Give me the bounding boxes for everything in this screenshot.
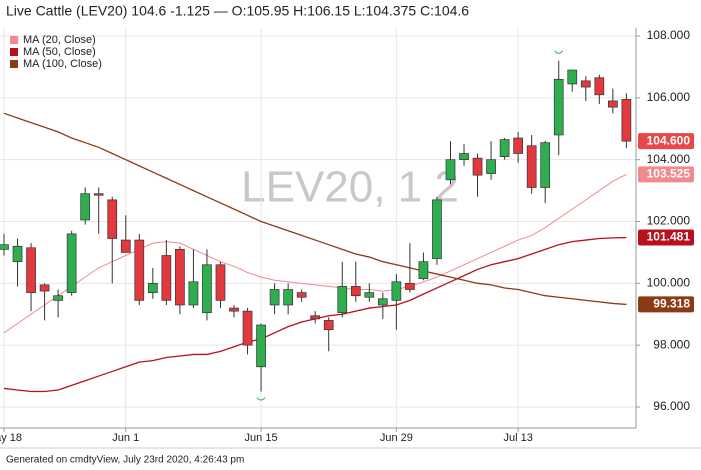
low-marker	[256, 397, 266, 401]
candle-body	[621, 99, 632, 142]
candle-body	[147, 282, 158, 293]
candle-body	[445, 159, 456, 181]
candle-body	[553, 78, 564, 136]
y-tick-label: 106.000	[647, 90, 691, 104]
candle-body	[323, 320, 334, 331]
chart-title: Live Cattle (LEV20) 104.6 -1.125 — O:105…	[6, 3, 469, 19]
y-tick-label: 102.000	[647, 214, 691, 228]
candle-body	[175, 248, 185, 306]
candle-body	[188, 281, 199, 306]
candle-body	[391, 281, 402, 301]
plot-area: LEV20, 1 2	[0, 28, 636, 428]
candle-body	[567, 69, 578, 85]
x-tick-label: Jun 15	[245, 432, 278, 444]
price-label: 103.525	[647, 167, 691, 181]
candle-body	[594, 77, 605, 96]
legend-swatch	[10, 60, 18, 68]
watermark: LEV20, 1 2	[241, 163, 459, 212]
candle-body	[120, 239, 131, 253]
price-label-box	[638, 133, 694, 150]
candle-body	[283, 289, 293, 306]
candle-body	[161, 255, 172, 301]
candle-body	[432, 199, 442, 259]
price-label-box	[638, 166, 694, 183]
y-tick-label: 98.000	[653, 337, 690, 351]
y-tick-label: 108.000	[647, 28, 691, 42]
candle-body	[499, 139, 510, 157]
candle-body	[350, 286, 361, 297]
candle-body	[12, 245, 23, 263]
legend-label: MA (50, Close)	[23, 46, 96, 58]
candle-body	[66, 233, 77, 293]
candle-body	[0, 244, 9, 250]
candle-body	[459, 153, 469, 161]
high-marker	[554, 50, 564, 54]
x-tick-label: Jun 29	[380, 432, 413, 444]
candle-body	[377, 298, 388, 306]
candle-body	[364, 292, 375, 298]
legend-label: MA (20, Close)	[23, 34, 96, 46]
ma-line	[3, 173, 627, 334]
candle-body	[134, 239, 145, 301]
price-label: 101.481	[647, 230, 691, 244]
candle-body	[486, 159, 496, 174]
price-label: 99.318	[653, 297, 690, 311]
legend-swatch	[10, 48, 18, 56]
candle-body	[256, 324, 266, 368]
candle-body	[269, 289, 280, 306]
candle-body	[39, 284, 50, 292]
candle-body	[418, 261, 429, 280]
y-tick-label: 100.000	[647, 276, 691, 290]
candle-body	[580, 80, 591, 88]
candle-body	[242, 310, 253, 346]
candle-body	[405, 282, 415, 290]
candle-body	[337, 286, 348, 314]
ma-line	[3, 112, 627, 306]
price-label-box	[638, 229, 694, 246]
candle-body	[215, 264, 226, 301]
price-label: 104.600	[647, 133, 691, 147]
candle-body	[80, 193, 91, 221]
price-label-box	[638, 296, 694, 313]
x-tick-label: May 18	[0, 432, 22, 444]
candle-body	[53, 295, 63, 301]
candle-body	[107, 199, 118, 239]
candle-body	[296, 292, 307, 298]
legend-label: MA (100, Close)	[23, 58, 102, 70]
candle-body	[513, 137, 523, 154]
candle-body	[202, 264, 212, 314]
candle-body	[472, 157, 483, 176]
y-tick-label: 96.000	[653, 399, 690, 413]
candle-body	[229, 307, 239, 312]
candle-body	[310, 315, 321, 320]
x-tick-label: Jul 13	[503, 432, 532, 444]
candle-body	[26, 247, 36, 293]
candle-body	[526, 145, 537, 188]
y-tick-label: 104.000	[647, 152, 691, 166]
legend-swatch	[10, 36, 18, 44]
candle-body	[540, 142, 551, 188]
x-tick-label: Jun 1	[112, 432, 139, 444]
candle-body	[93, 193, 104, 196]
footer: Generated on cmdtyView, July 23rd 2020, …	[6, 455, 244, 466]
candle-body	[607, 100, 618, 108]
